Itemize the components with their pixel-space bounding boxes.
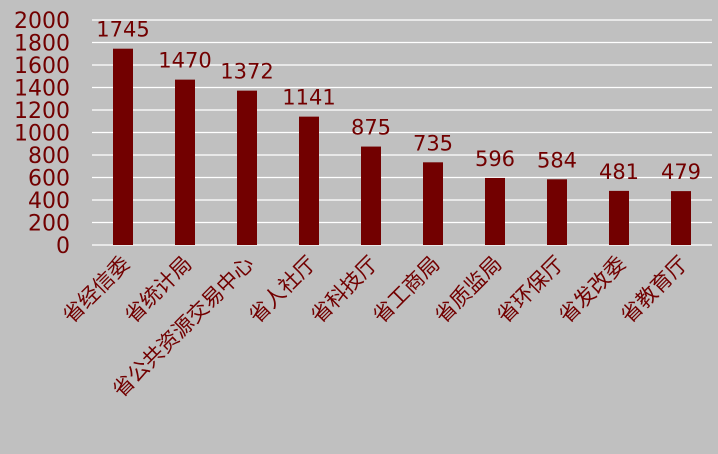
data-label: 596	[475, 147, 515, 171]
y-tick-label: 2000	[14, 9, 70, 34]
bar	[299, 116, 319, 245]
x-tick-label: 省质监局	[430, 252, 506, 328]
y-tick-label: 1800	[14, 32, 70, 57]
bar	[237, 90, 257, 246]
x-tick-label: 省人社厅	[244, 252, 320, 328]
bar	[671, 191, 691, 245]
bar	[361, 146, 381, 245]
bar	[547, 179, 567, 245]
x-tick-label: 省发改委	[554, 252, 630, 328]
x-tick-label: 省工商局	[368, 252, 444, 328]
y-tick-label: 0	[56, 234, 70, 259]
y-tick-label: 600	[28, 167, 70, 192]
data-label: 735	[413, 131, 453, 155]
data-label: 1141	[282, 86, 335, 110]
x-tick-label: 省科技厅	[306, 252, 382, 328]
data-label: 1745	[96, 18, 149, 42]
data-label: 584	[537, 148, 577, 172]
y-tick-label: 1400	[14, 77, 70, 102]
y-tick-label: 400	[28, 189, 70, 214]
y-tick-label: 800	[28, 144, 70, 169]
y-tick-label: 1200	[14, 99, 70, 124]
y-tick-label: 200	[28, 212, 70, 237]
x-tick-label: 省经信委	[58, 252, 134, 328]
data-label: 479	[661, 160, 701, 184]
bar	[485, 177, 505, 245]
bar	[609, 190, 629, 245]
data-label: 1372	[220, 60, 273, 84]
x-tick-label: 省教育厅	[616, 252, 692, 328]
bar	[175, 79, 195, 245]
x-tick-label: 省环保厅	[492, 252, 568, 328]
bar	[423, 162, 443, 245]
y-tick-label: 1600	[14, 54, 70, 79]
bar	[113, 48, 133, 245]
data-label: 875	[351, 116, 391, 140]
y-tick-label: 1000	[14, 122, 70, 147]
data-label: 1470	[158, 49, 211, 73]
data-label: 481	[599, 160, 639, 184]
